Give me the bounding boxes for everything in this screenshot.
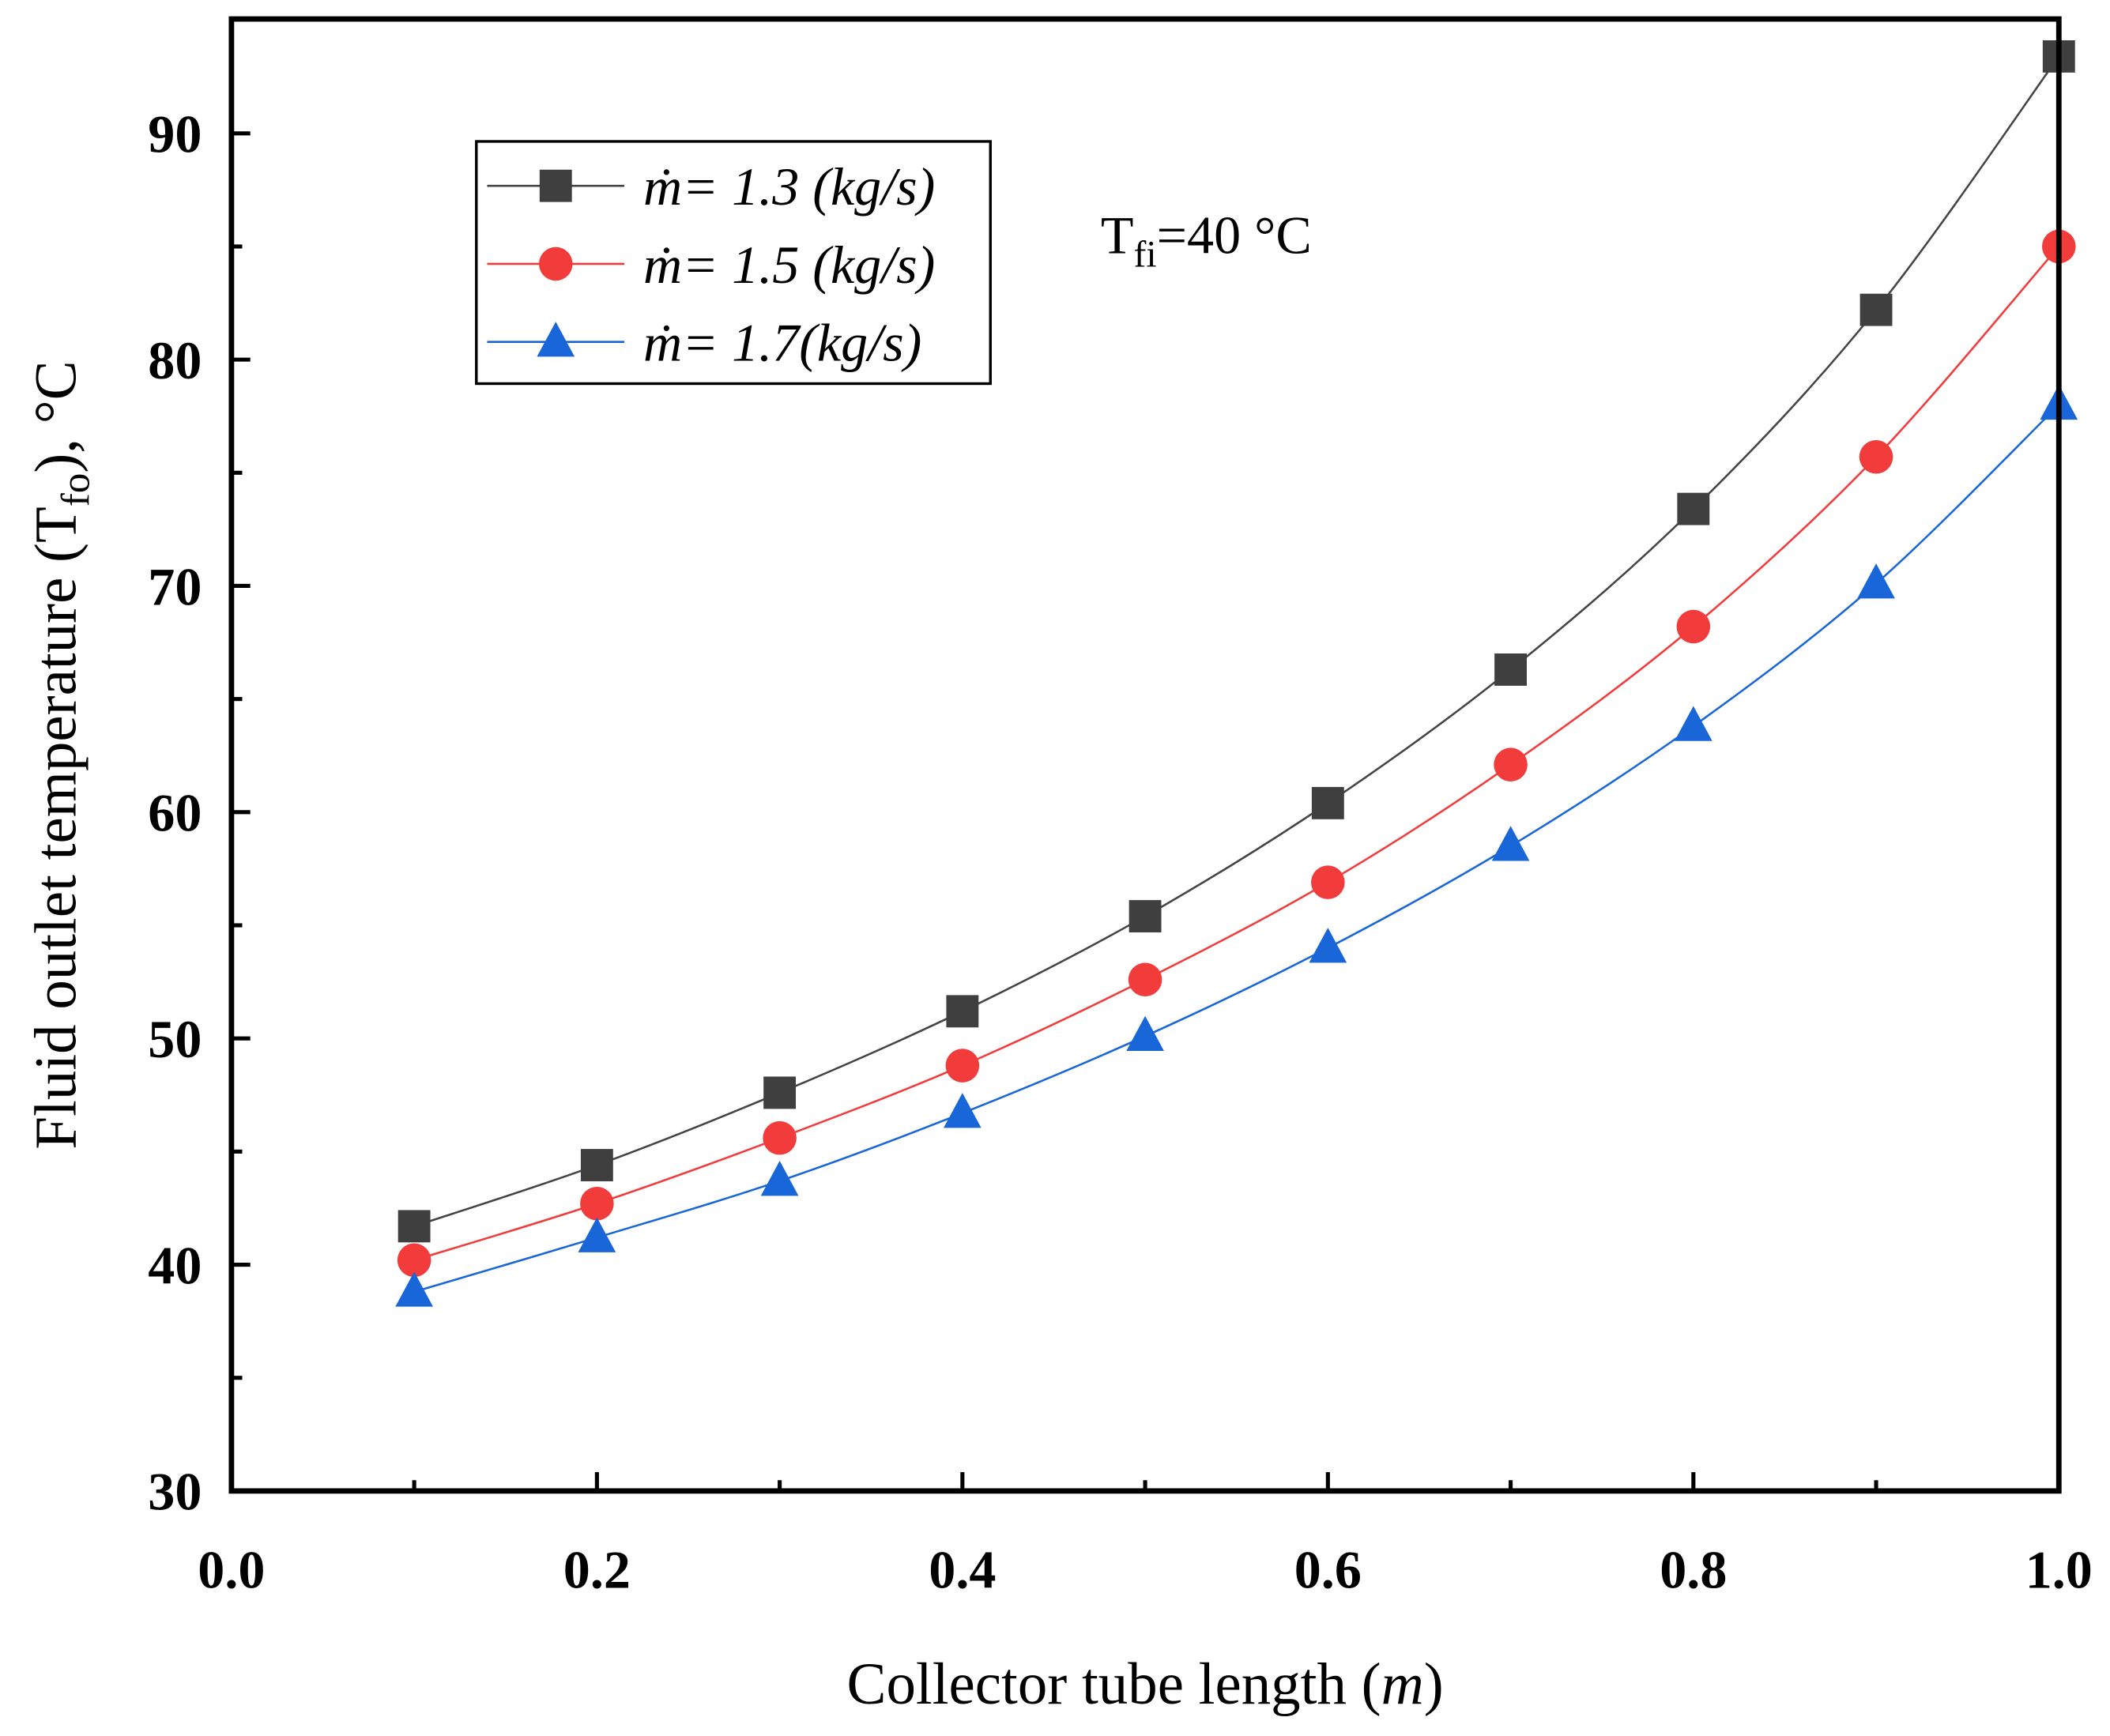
annotation-inlet-temperature: Tfi=40 °C: [1101, 205, 1312, 275]
x-tick-label: 0.2: [563, 1540, 631, 1600]
y-tick-label: 30: [148, 1462, 202, 1522]
legend-label: ṁ= 1.7(kg/s): [643, 313, 921, 373]
x-axis-label: Collector tube length (m): [847, 1651, 1444, 1717]
data-point-square: [763, 1076, 797, 1109]
y-tick-label: 80: [148, 330, 202, 390]
data-point-triangle: [578, 1217, 616, 1252]
data-point-circle: [1311, 865, 1345, 899]
legend-marker-square: [539, 169, 572, 202]
x-tick-label: 1.0: [2025, 1540, 2093, 1600]
data-point-triangle: [760, 1161, 799, 1196]
data-point-circle: [397, 1243, 431, 1278]
x-tick-label: 0.4: [929, 1540, 996, 1600]
data-point-square: [946, 995, 979, 1028]
data-point-circle: [1859, 439, 1893, 474]
data-point-triangle: [1857, 563, 1895, 599]
legend-marker-triangle: [537, 322, 575, 357]
series-triangle: [395, 384, 2078, 1307]
data-point-circle: [580, 1186, 614, 1221]
legend-label: ṁ= 1.3 (kg/s): [643, 156, 935, 217]
legend-label: ṁ= 1.5 (kg/s): [643, 235, 935, 295]
data-point-triangle: [395, 1271, 433, 1307]
data-point-square: [1677, 492, 1710, 525]
y-tick-label: 50: [148, 1009, 202, 1069]
data-point-square: [1859, 293, 1893, 326]
legend-marker-circle: [538, 247, 573, 281]
y-tick-label: 90: [148, 104, 202, 164]
x-tick-label: 0.0: [198, 1540, 265, 1600]
axis-ticks: 0.0 0.2 0.4 0.6 0.8 1.0 30 40 50 60 70 80 90: [148, 104, 2093, 1600]
data-point-square: [398, 1210, 431, 1243]
data-point-triangle: [1491, 826, 1530, 861]
plot-area: [395, 40, 2078, 1307]
x-tick-label: 0.6: [1294, 1540, 1362, 1600]
legend: ṁ= 1.3 (kg/s) ṁ= 1.5 (kg/s) ṁ= 1.7(kg/s): [475, 140, 992, 386]
data-point-square: [1128, 900, 1162, 932]
data-point-circle: [763, 1120, 797, 1155]
data-point-square: [580, 1149, 613, 1181]
y-tick-label: 40: [148, 1235, 202, 1295]
data-point-circle: [945, 1049, 980, 1083]
series-line: [413, 404, 2060, 1294]
series-line: [413, 55, 2060, 1228]
series-line: [413, 246, 2060, 1262]
data-point-circle: [1128, 962, 1162, 997]
data-point-square: [1311, 786, 1344, 819]
data-point-circle: [1676, 609, 1711, 644]
data-point-circle: [1494, 747, 1528, 781]
data-point-triangle: [944, 1093, 982, 1128]
y-tick-label: 70: [148, 556, 202, 616]
series-circle: [397, 229, 2076, 1278]
data-point-triangle: [1309, 928, 1347, 963]
data-point-triangle: [1126, 1015, 1164, 1052]
y-tick-label: 60: [148, 783, 202, 843]
y-axis-label: Fluid outlet temperature (Tfo), °C: [23, 360, 98, 1149]
series-square: [398, 40, 2075, 1243]
data-point-triangle: [1674, 706, 1712, 741]
data-point-square: [1494, 653, 1528, 686]
x-tick-label: 0.8: [1660, 1540, 1727, 1600]
